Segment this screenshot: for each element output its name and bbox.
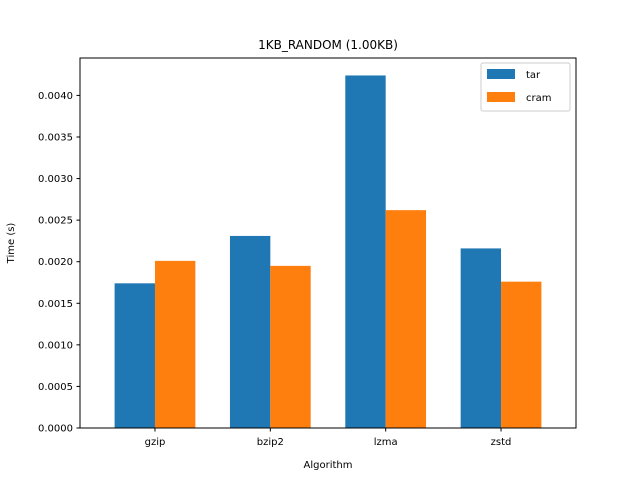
plot-frame xyxy=(79,57,577,429)
legend-label-tar: tar xyxy=(526,70,541,81)
bar-cram-zstd xyxy=(501,281,542,428)
x-tick-label: lzma xyxy=(374,437,398,448)
y-tick-label: 0.0040 xyxy=(38,91,73,102)
legend: tar cram xyxy=(480,62,571,112)
bar-cram-gzip xyxy=(154,260,196,428)
bar-cram-lzma xyxy=(385,210,427,428)
bar-tar-gzip xyxy=(114,283,155,428)
bars-group xyxy=(114,75,542,429)
y-tick-label: 0.0020 xyxy=(38,257,73,268)
x-tick-label: zstd xyxy=(491,437,512,448)
bar-tar-lzma xyxy=(345,75,386,429)
bar-tar-zstd xyxy=(460,248,502,428)
y-tick-label: 0.0035 xyxy=(38,132,73,143)
y-tick-label: 0.0010 xyxy=(38,340,73,351)
y-axis-ticks: 0.0000 0.0005 0.0010 0.0015 0.0020 0.0025 0.00… xyxy=(38,91,80,435)
x-axis-label: Algorithm xyxy=(304,460,353,471)
y-tick-label: 0.0025 xyxy=(38,216,73,227)
legend-label-cram: cram xyxy=(526,93,551,104)
legend-swatch-tar xyxy=(487,69,515,79)
x-axis-ticks: gzip bzip2 lzma zstd xyxy=(145,428,512,448)
y-axis-label: Time (s) xyxy=(6,223,17,265)
y-tick-label: 0.0000 xyxy=(38,424,73,435)
y-tick-label: 0.0015 xyxy=(38,299,73,310)
legend-swatch-cram xyxy=(487,92,515,102)
x-tick-label: bzip2 xyxy=(257,437,284,448)
x-tick-label: gzip xyxy=(145,437,166,448)
bar-cram-bzip2 xyxy=(270,265,311,428)
y-tick-label: 0.0030 xyxy=(38,174,73,185)
y-tick-label: 0.0005 xyxy=(38,382,73,393)
bar-tar-bzip2 xyxy=(229,235,271,428)
chart-title: 1KB_RANDOM (1.00KB) xyxy=(258,38,398,52)
